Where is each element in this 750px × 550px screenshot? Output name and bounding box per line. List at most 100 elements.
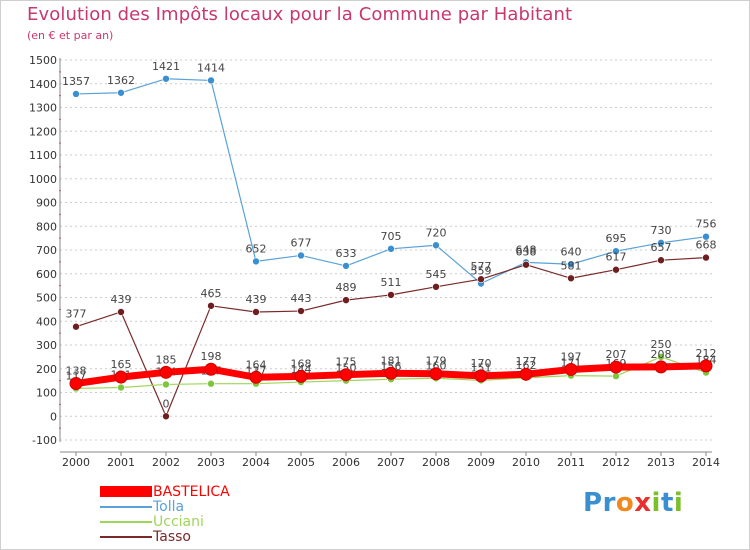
data-point	[117, 308, 125, 316]
y-tick-label: 100	[36, 387, 57, 400]
data-point	[702, 232, 710, 241]
data-point	[342, 262, 350, 270]
data-label: 162	[516, 359, 537, 372]
x-tick-label: 2008	[422, 456, 450, 469]
data-label: 177	[516, 355, 537, 368]
data-point	[252, 257, 260, 266]
data-label: 1421	[152, 60, 180, 73]
data-point	[477, 275, 485, 284]
data-point	[612, 247, 620, 255]
data-point	[657, 239, 665, 247]
data-point	[654, 360, 668, 374]
gridlines	[60, 59, 712, 441]
data-point	[162, 74, 170, 83]
data-label: 185	[156, 353, 177, 366]
series-tasso: 377 439 0 465 439 443 489 511 545 577 638 581 617 657…	[66, 239, 717, 421]
data-point	[204, 362, 218, 376]
legend: BASTELICA Tolla Ucciani Tasso	[100, 484, 230, 545]
data-label: 207	[606, 348, 627, 361]
legend-item-tolla: Tolla	[100, 498, 230, 515]
data-label: 160	[426, 359, 447, 372]
y-tick-label: 800	[36, 220, 57, 233]
x-tick-label: 2005	[287, 456, 315, 469]
x-tick-label: 2004	[242, 456, 270, 469]
data-point	[117, 88, 125, 97]
legend-item-bastelica: BASTELICA	[100, 484, 230, 500]
legend-label: Tolla	[153, 498, 185, 515]
x-tick-label: 2010	[512, 456, 540, 469]
data-label: 165	[111, 358, 132, 371]
data-label: 489	[336, 281, 357, 294]
y-tick-label: -100	[32, 434, 57, 447]
data-point	[387, 245, 395, 253]
data-label: 730	[651, 224, 672, 237]
x-tick-label: 2011	[557, 456, 585, 469]
data-point	[384, 366, 398, 380]
x-tick-label: 2003	[197, 456, 225, 469]
data-point	[567, 274, 575, 283]
data-point	[609, 360, 623, 374]
y-tick-label: 400	[36, 315, 57, 328]
series-tolla: 1357 1362 1421 1414 652 677 633 705 720 559 648 640…	[62, 60, 717, 288]
y-tick-label: 1500	[29, 54, 57, 67]
data-label: 138	[66, 364, 87, 377]
logo-letter: P	[583, 488, 603, 518]
data-label: 443	[291, 292, 312, 305]
data-point	[69, 376, 83, 390]
data-point	[567, 260, 575, 269]
data-label: 695	[606, 232, 627, 245]
data-label: 179	[426, 355, 447, 368]
data-label: 377	[66, 308, 87, 321]
y-tick-label: 600	[36, 268, 57, 281]
data-label: 617	[606, 251, 627, 264]
y-tick-label: 1100	[29, 149, 57, 162]
data-label: 511	[381, 276, 402, 289]
y-tick-label: 1400	[29, 78, 57, 91]
data-point	[252, 308, 260, 316]
x-tick-label: 2007	[377, 456, 405, 469]
logo-letter: r	[602, 488, 616, 518]
data-label: 151	[471, 361, 492, 374]
data-label: 633	[336, 247, 357, 260]
data-label: 197	[561, 350, 582, 363]
series-bastelica: 138 165 185 198 164 168 175 181 179 170 177 197 207 2…	[66, 347, 717, 390]
data-label: 559	[471, 264, 492, 277]
data-label: 1362	[107, 74, 135, 87]
logo-letter: x	[634, 488, 652, 518]
data-point	[207, 379, 215, 388]
data-point	[522, 260, 530, 269]
x-tick-label: 2012	[602, 456, 630, 469]
data-label: 1357	[62, 75, 90, 88]
data-point	[72, 322, 80, 331]
legend-swatch	[100, 486, 152, 497]
x-tick-label: 2006	[332, 456, 360, 469]
y-tick-label: 0	[50, 410, 57, 423]
data-point	[702, 253, 710, 262]
data-label: 250	[651, 338, 672, 351]
data-point	[429, 367, 443, 381]
data-label: 581	[561, 259, 582, 272]
data-label: 545	[426, 268, 447, 281]
legend-swatch	[100, 520, 152, 523]
data-label: 164	[246, 358, 267, 371]
data-label: 577	[471, 260, 492, 273]
data-label: 212	[696, 347, 717, 360]
data-point	[564, 362, 578, 376]
logo-letter: o	[615, 488, 635, 518]
y-tick-label: 900	[36, 197, 57, 210]
y-tick-label: 1200	[29, 125, 57, 138]
y-tick-label: 1000	[29, 173, 57, 186]
data-label: 170	[471, 357, 492, 370]
y-tick-label: 700	[36, 244, 57, 257]
data-label: 652	[246, 242, 267, 255]
chart-subtitle: (en € et par an)	[27, 29, 114, 42]
data-point	[387, 291, 395, 299]
data-point	[162, 380, 170, 389]
data-point	[612, 265, 620, 274]
data-point	[297, 307, 305, 315]
data-point	[162, 412, 170, 421]
legend-label: Tasso	[153, 528, 191, 545]
data-point	[519, 367, 533, 381]
chart-title: Evolution des Impôts locaux pour la Comm…	[27, 4, 573, 25]
data-point	[474, 369, 488, 383]
